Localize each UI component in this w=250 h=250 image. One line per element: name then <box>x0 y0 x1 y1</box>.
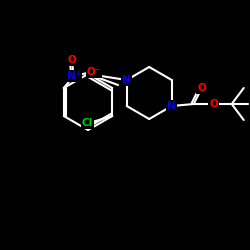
Text: N: N <box>167 101 176 111</box>
Text: O: O <box>197 83 206 93</box>
Text: Cl: Cl <box>82 118 93 128</box>
Text: N⁺: N⁺ <box>67 71 81 81</box>
Text: O: O <box>68 55 76 65</box>
Text: O: O <box>209 99 218 109</box>
Text: N: N <box>122 75 131 85</box>
Text: O⁻: O⁻ <box>87 67 101 77</box>
